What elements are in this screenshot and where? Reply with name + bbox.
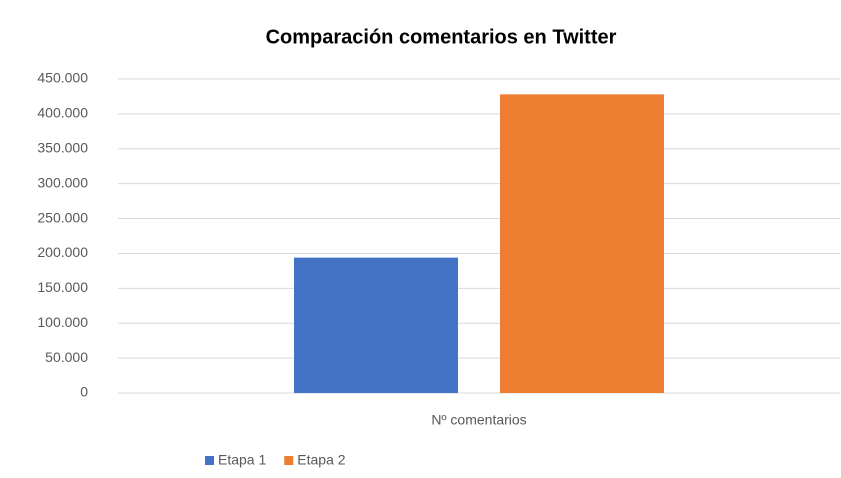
- y-tick-label: 250.000: [37, 209, 88, 225]
- y-tick-label: 150.000: [37, 279, 88, 295]
- y-tick-label: 350.000: [37, 139, 88, 155]
- legend-label: Etapa 2: [297, 452, 345, 468]
- y-tick-label: 0: [80, 384, 88, 400]
- y-tick-label: 100.000: [37, 314, 88, 330]
- x-tick-label: Nº comentarios: [431, 412, 526, 428]
- y-tick-label: 200.000: [37, 244, 88, 260]
- y-tick-label: 50.000: [45, 349, 88, 365]
- legend-swatch: [205, 456, 214, 465]
- legend-swatch: [284, 456, 294, 465]
- y-tick-label: 450.000: [37, 70, 88, 86]
- y-tick-label: 400.000: [37, 105, 88, 121]
- legend-label: Etapa 1: [218, 452, 266, 468]
- chart-title: Comparación comentarios en Twitter: [266, 26, 617, 48]
- bar: [294, 257, 458, 393]
- y-tick-label: 300.000: [37, 174, 88, 190]
- bar: [500, 94, 664, 394]
